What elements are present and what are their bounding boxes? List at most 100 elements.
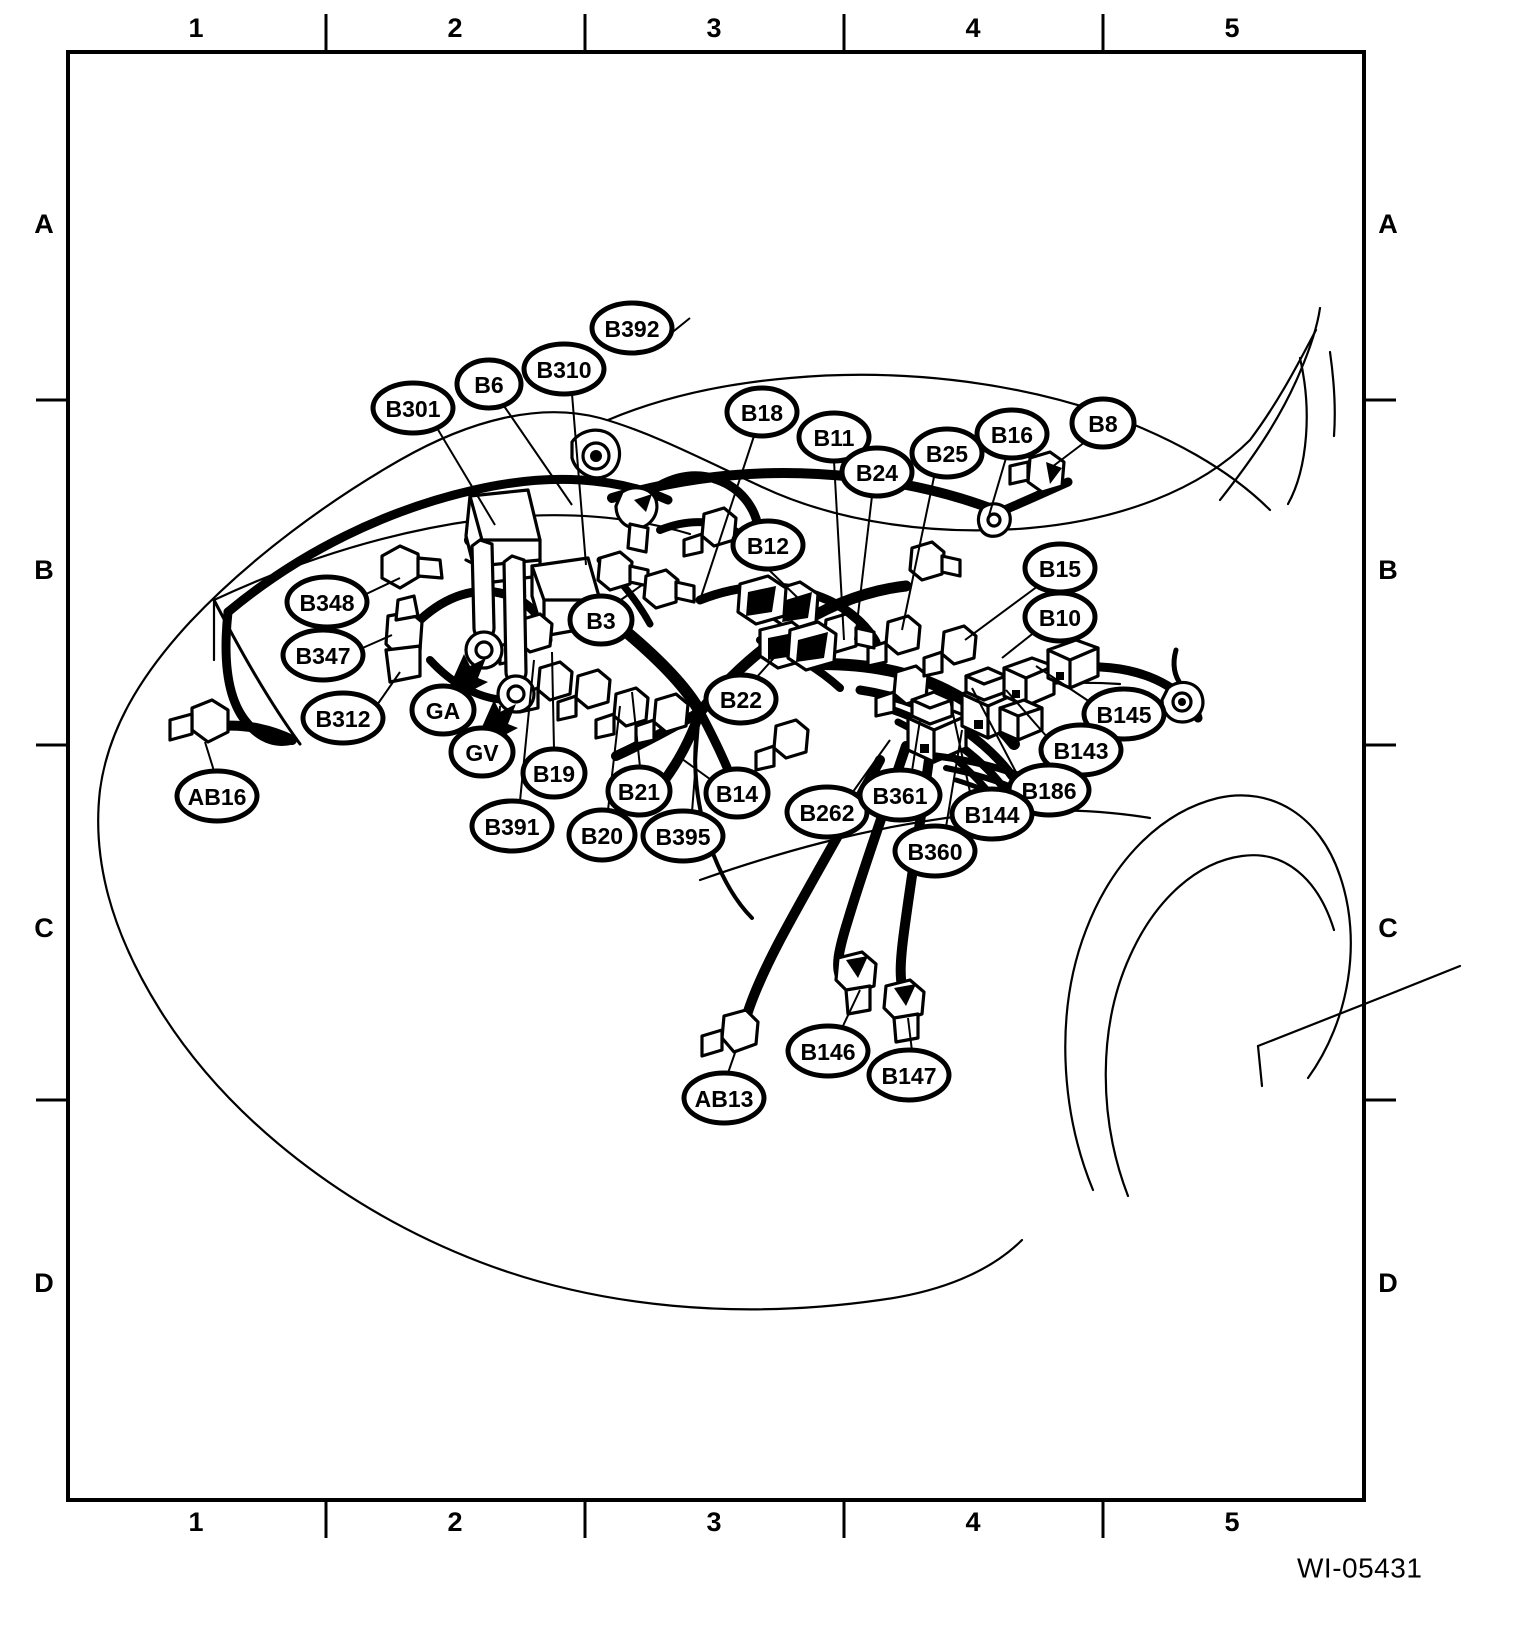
leader-line-b143 bbox=[1005, 689, 1049, 739]
callout-b310[interactable]: B310 bbox=[521, 341, 607, 397]
connector-b6-grommet bbox=[570, 428, 622, 480]
connector-b347 bbox=[384, 594, 424, 684]
callout-b392[interactable]: B392 bbox=[589, 300, 675, 356]
grid-col-top-3: 3 bbox=[706, 13, 721, 43]
callout-b3[interactable]: B3 bbox=[567, 593, 635, 647]
callout-b16[interactable]: B16 bbox=[974, 407, 1050, 461]
callout-oval-b3 bbox=[567, 593, 635, 647]
callout-b8[interactable]: B8 bbox=[1069, 396, 1137, 450]
callout-b395[interactable]: B395 bbox=[640, 808, 726, 864]
leader-line-b301 bbox=[436, 427, 496, 526]
leader-line-b395 bbox=[691, 709, 701, 813]
callout-b21[interactable]: B21 bbox=[605, 764, 673, 818]
callout-oval-b11 bbox=[796, 410, 872, 464]
leader-line-b22 bbox=[755, 639, 791, 679]
callout-b6[interactable]: B6 bbox=[454, 357, 524, 411]
callout-b18[interactable]: B18 bbox=[724, 385, 800, 439]
callout-oval-b361 bbox=[857, 767, 943, 823]
callout-b360[interactable]: B360 bbox=[892, 823, 978, 879]
inline-connectors bbox=[168, 428, 1066, 1058]
leader-line-b6 bbox=[503, 405, 573, 506]
callout-b12[interactable]: B12 bbox=[730, 518, 806, 572]
callout-oval-gv bbox=[448, 725, 516, 779]
callout-b15[interactable]: B15 bbox=[1022, 541, 1098, 595]
callout-label-b360: B360 bbox=[908, 839, 963, 865]
callout-b144[interactable]: B144 bbox=[949, 786, 1035, 842]
callout-label-ga: GA bbox=[426, 698, 461, 724]
callout-b147[interactable]: B147 bbox=[866, 1047, 952, 1103]
callout-b361[interactable]: B361 bbox=[857, 767, 943, 823]
callout-b14[interactable]: B14 bbox=[703, 766, 771, 820]
callout-label-b147: B147 bbox=[882, 1063, 937, 1089]
callout-oval-b348 bbox=[284, 574, 370, 630]
callout-b24[interactable]: B24 bbox=[839, 445, 915, 499]
callout-ga[interactable]: GA bbox=[409, 683, 477, 737]
connector-ab13 bbox=[700, 1008, 760, 1058]
cube-connector-1 bbox=[906, 690, 968, 764]
callout-b25[interactable]: B25 bbox=[909, 426, 985, 480]
grid-ticks-left bbox=[36, 398, 68, 1102]
connector-b16-grommet bbox=[976, 502, 1012, 538]
callout-b312[interactable]: B312 bbox=[300, 690, 386, 746]
callout-b391[interactable]: B391 bbox=[469, 798, 555, 854]
diagram-frame bbox=[66, 50, 1366, 1502]
callout-label-b22: B22 bbox=[720, 687, 762, 713]
leader-line-b25 bbox=[901, 476, 935, 631]
callout-b10[interactable]: B10 bbox=[1022, 590, 1098, 644]
leader-line-b360 bbox=[945, 729, 963, 828]
callout-label-b12: B12 bbox=[747, 533, 789, 559]
connector-b15 bbox=[922, 624, 978, 678]
leader-line-b145 bbox=[1035, 665, 1091, 703]
callout-b19[interactable]: B19 bbox=[520, 746, 588, 800]
callout-label-b262: B262 bbox=[800, 800, 855, 826]
connector-b348 bbox=[380, 544, 444, 590]
callout-label-b6: B6 bbox=[474, 372, 503, 398]
cube-connector-4 bbox=[1046, 638, 1100, 690]
callout-label-b348: B348 bbox=[300, 590, 355, 616]
connector-ab16 bbox=[168, 698, 230, 744]
grid-row-left-b: B bbox=[34, 555, 54, 585]
callout-b22[interactable]: B22 bbox=[703, 672, 779, 726]
callout-oval-ab13 bbox=[681, 1070, 767, 1126]
callout-oval-b144 bbox=[949, 786, 1035, 842]
callout-label-b186: B186 bbox=[1022, 778, 1077, 804]
connector-bank-right bbox=[906, 638, 1205, 811]
callout-b262[interactable]: B262 bbox=[784, 784, 870, 840]
callout-label-b143: B143 bbox=[1054, 738, 1109, 764]
callout-b145[interactable]: B145 bbox=[1081, 686, 1167, 742]
callout-ab13[interactable]: AB13 bbox=[681, 1070, 767, 1126]
callout-b11[interactable]: B11 bbox=[796, 410, 872, 464]
leader-line-b262 bbox=[849, 739, 891, 797]
leader-line-b312 bbox=[374, 671, 401, 709]
callout-b347[interactable]: B347 bbox=[280, 627, 366, 683]
callout-b301[interactable]: B301 bbox=[370, 380, 456, 436]
grid-row-left-a: A bbox=[34, 209, 54, 239]
grid-col-bottom-5: 5 bbox=[1224, 1507, 1239, 1537]
leader-line-b310 bbox=[571, 393, 587, 566]
ground-terminals bbox=[448, 538, 536, 746]
callout-label-b10: B10 bbox=[1039, 605, 1081, 631]
leader-line-b10 bbox=[1001, 630, 1037, 659]
connector-mid-2 bbox=[642, 568, 696, 610]
callout-gv[interactable]: GV bbox=[448, 725, 516, 779]
leader-line-b15 bbox=[964, 585, 1039, 641]
callout-b143[interactable]: B143 bbox=[1038, 722, 1124, 778]
callout-b20[interactable]: B20 bbox=[566, 807, 638, 863]
callout-b146[interactable]: B146 bbox=[785, 1023, 871, 1079]
callout-label-b310: B310 bbox=[537, 357, 592, 383]
callout-oval-b19 bbox=[520, 746, 588, 800]
callout-label-b24: B24 bbox=[856, 460, 898, 486]
callout-oval-b24 bbox=[839, 445, 915, 499]
callout-oval-b347 bbox=[280, 627, 366, 683]
grid-col-bottom-1: 1 bbox=[188, 1507, 203, 1537]
callout-label-b145: B145 bbox=[1097, 702, 1152, 728]
callout-b348[interactable]: B348 bbox=[284, 574, 370, 630]
grid-row-left-c: C bbox=[34, 913, 54, 943]
callout-label-b391: B391 bbox=[485, 814, 540, 840]
callout-oval-b8 bbox=[1069, 396, 1137, 450]
leader-line-b19 bbox=[551, 651, 555, 750]
callout-oval-b391 bbox=[469, 798, 555, 854]
callout-ab16[interactable]: AB16 bbox=[174, 768, 260, 824]
callout-label-b8: B8 bbox=[1088, 411, 1118, 437]
connector-b147 bbox=[882, 978, 926, 1044]
